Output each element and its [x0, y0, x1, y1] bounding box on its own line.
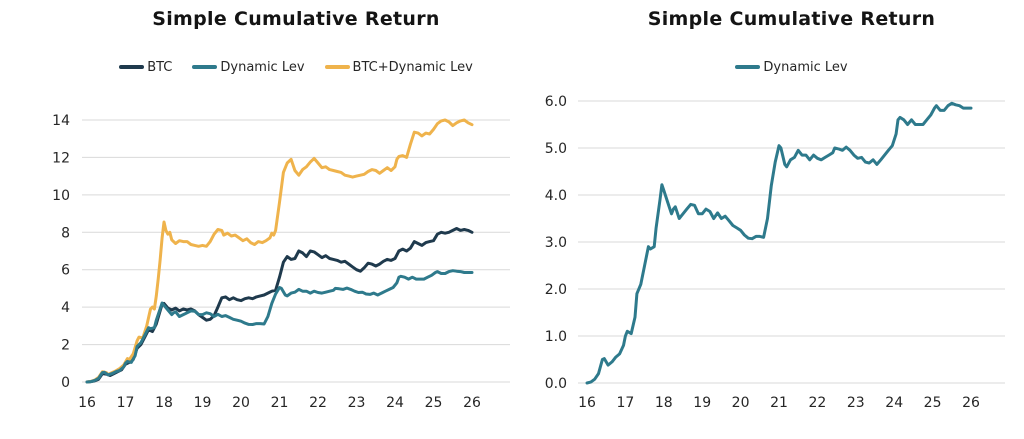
x-tick-label: 19 — [693, 395, 711, 411]
chart-title-left: Simple Cumulative Return — [152, 8, 440, 30]
x-tick-label: 17 — [616, 395, 634, 411]
x-tick-label: 22 — [309, 395, 327, 411]
series-line-btc — [85, 227, 474, 384]
x-tick-label: 22 — [808, 395, 826, 411]
x-tick-label: 18 — [655, 395, 673, 411]
x-tick-label: 25 — [425, 395, 443, 411]
x-tick-label: 24 — [386, 395, 404, 411]
legend-label-dynamic-lev: Dynamic Lev — [763, 59, 848, 75]
legend-line-swatch-btc-dynamic-lev — [324, 65, 350, 69]
legend-line-swatch-dynamic-lev — [192, 65, 218, 69]
y-tick-label: 12 — [52, 150, 70, 166]
y-tick-label: 8 — [61, 225, 70, 241]
legend-item-btc-dynamic-lev: BTC+Dynamic Lev — [324, 59, 473, 75]
x-tick-label: 20 — [732, 395, 750, 411]
y-tick-label: 2 — [61, 338, 70, 354]
y-tick-label: 2.0 — [545, 282, 567, 298]
chart-title-right: Simple Cumulative Return — [647, 8, 936, 30]
series-line-dynamic-lev — [85, 269, 474, 384]
x-tick-label: 25 — [924, 395, 942, 411]
chart-legend-left: BTC Dynamic Lev BTC+Dynamic Lev — [82, 57, 510, 77]
x-tick-label: 21 — [770, 395, 788, 411]
x-tick-label: 17 — [117, 395, 135, 411]
y-tick-label: 6 — [61, 263, 70, 279]
x-tick-label: 24 — [885, 395, 903, 411]
y-tick-label: 3.0 — [545, 235, 567, 251]
x-tick-label: 18 — [155, 395, 173, 411]
y-tick-label: 0 — [61, 375, 70, 391]
x-tick-label: 16 — [578, 395, 596, 411]
y-tick-label: 1.0 — [545, 329, 567, 345]
legend-label-btc-dynamic-lev: BTC+Dynamic Lev — [352, 59, 473, 75]
x-tick-label: 23 — [847, 395, 865, 411]
x-tick-label: 26 — [463, 395, 481, 411]
series-line-btc-dynamic-lev — [85, 118, 474, 384]
y-tick-label: 6.0 — [545, 94, 567, 110]
y-tick-label: 5.0 — [545, 141, 567, 157]
x-tick-label: 26 — [962, 395, 980, 411]
x-tick-label: 19 — [194, 395, 212, 411]
y-tick-label: 4 — [61, 300, 70, 316]
y-tick-label: 14 — [52, 113, 70, 129]
chart-plot-right: 0.0 1.0 2.0 3.0 4.0 5.0 6.0 16 17 18 19 20 21 22 23 24 2… — [545, 94, 1005, 411]
series-line-dynamic-lev — [585, 101, 973, 385]
x-tick-label: 23 — [348, 395, 366, 411]
legend-label-dynamic-lev: Dynamic Lev — [220, 59, 305, 75]
y-tick-label: 0.0 — [545, 376, 567, 392]
legend-label-btc: BTC — [147, 59, 173, 75]
x-tick-label: 16 — [78, 395, 96, 411]
chart-legend-right: Dynamic Lev — [578, 57, 1005, 77]
legend-line-swatch-btc — [119, 65, 145, 69]
x-tick-label: 20 — [232, 395, 250, 411]
legend-item-dynamic-lev: Dynamic Lev — [735, 59, 848, 75]
y-tick-label: 4.0 — [545, 188, 567, 204]
y-tick-label: 10 — [52, 188, 70, 204]
x-tick-label: 21 — [271, 395, 289, 411]
legend-line-swatch-dynamic-lev — [735, 65, 761, 69]
legend-item-btc: BTC — [119, 60, 172, 75]
legend-item-dynamic-lev: Dynamic Lev — [192, 59, 305, 75]
